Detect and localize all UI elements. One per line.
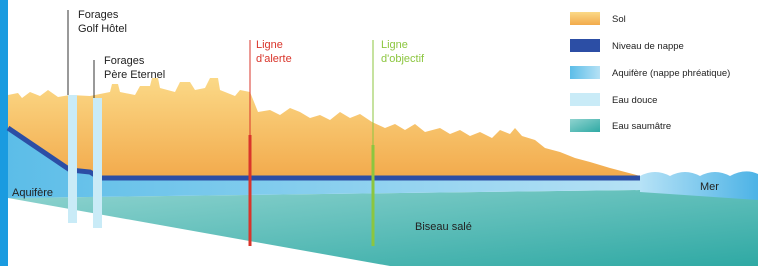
legend-swatch — [570, 119, 600, 132]
label: Mer — [700, 181, 719, 193]
label: Golf Hôtel — [78, 23, 127, 35]
legend-swatch — [570, 93, 600, 106]
eau-saumatre — [8, 190, 758, 266]
legend-label: Eau douce — [612, 95, 657, 106]
legend-label: Sol — [612, 14, 626, 25]
legend-label: Niveau de nappe — [612, 41, 684, 52]
label: Père Eternel — [104, 69, 165, 81]
label: Forages — [78, 9, 119, 21]
label: d'alerte — [256, 53, 292, 65]
label: Aquifère — [12, 187, 53, 199]
legend-swatch — [570, 12, 600, 25]
label: Forages — [104, 55, 145, 67]
border — [0, 0, 8, 266]
label: Biseau salé — [415, 221, 472, 233]
forage — [68, 95, 77, 223]
sol-region — [8, 78, 640, 178]
legend-swatch — [570, 66, 600, 79]
forage — [93, 98, 102, 228]
diagram: Forages Golf Hôtel Forages Père Eternel … — [0, 0, 758, 266]
label: d'objectif — [381, 53, 425, 65]
label: Ligne — [381, 39, 408, 51]
legend-label: Aquifère (nappe phréatique) — [612, 68, 730, 79]
legend-swatch — [570, 39, 600, 52]
legend-label: Eau saumâtre — [612, 121, 671, 132]
label: Ligne — [256, 39, 283, 51]
